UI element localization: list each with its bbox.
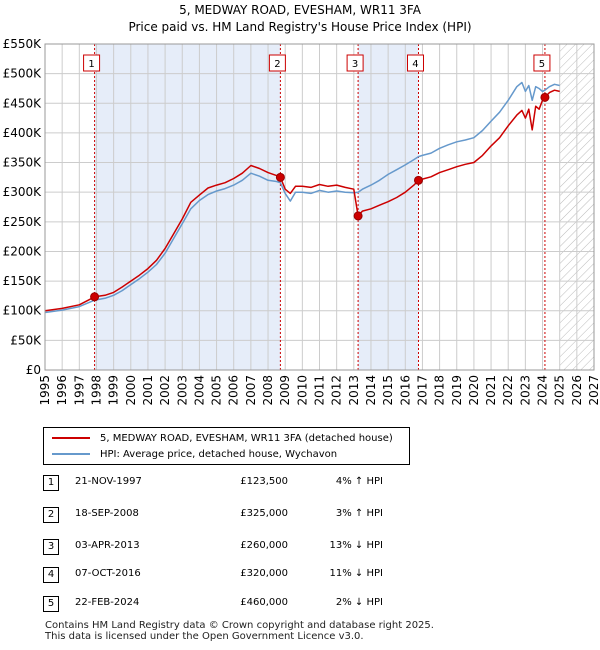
x-tick-label: 2026 [570,375,584,406]
x-tick-label: 2008 [261,375,275,406]
sale-label-box [533,54,551,72]
y-tick-label: £0 [26,363,41,377]
sale-date: 18-SEP-2008 [75,508,139,519]
sale-label-text: 4 [412,59,418,70]
sale-label-text: 2 [274,59,280,70]
y-tick-label: £250K [3,215,43,229]
sale-label-text: 1 [88,59,94,70]
sale-point [413,175,423,185]
sale-hpi-diff: 13% ↓ HPI [329,540,383,551]
sale-price: £260,000 [240,540,288,551]
x-tick-label: 2009 [278,375,292,406]
sale-label-box [346,54,364,72]
x-tick-label: 2019 [450,375,464,406]
x-tick-label: 2014 [364,375,378,406]
sale-point [353,211,363,221]
x-tick-label: 2018 [433,375,447,406]
sale-hpi-diff: 2% ↓ HPI [335,597,383,608]
x-tick-label: 2021 [484,375,498,406]
sale-hpi-diff: 11% ↓ HPI [329,568,383,579]
legend-label-property: 5, MEDWAY ROAD, EVESHAM, WR11 3FA (detac… [100,432,393,444]
x-tick-label: 2003 [175,375,189,406]
x-tick-label: 2013 [347,375,361,406]
hpi-series-line [44,81,560,314]
x-tick-label: 2006 [227,375,241,406]
x-tick-label: 2002 [158,375,172,406]
plot-border [44,43,595,371]
footer-license: This data is licensed under the Open Gov… [45,631,364,642]
sale-point [275,172,285,182]
price-chart: 1 2 3 4 5 £0 £50K £100K £150K £200K £250K £300K £350… [3,37,600,406]
x-tick-label: 2023 [518,375,532,406]
sale-hpi-diff: 3% ↑ HPI [335,508,383,519]
sale-label-box [406,54,424,72]
sale-price: £123,500 [240,476,288,487]
y-tick-label: £350K [3,156,43,170]
legend-item-property: 5, MEDWAY ROAD, EVESHAM, WR11 3FA (detac… [52,431,393,445]
x-tick-label: 2025 [553,375,567,406]
sale-marker-label: 2 [43,507,59,523]
x-tick-label: 1995 [38,375,52,406]
y-tick-label: £300K [3,185,43,199]
x-tick-label: 2010 [295,375,309,406]
legend-item-hpi: HPI: Average price, detached house, Wych… [52,447,337,461]
y-tick-label: £550K [3,37,43,51]
x-tick-label: 1997 [72,375,86,406]
x-tick-label: 2017 [415,375,429,406]
sale-label-text: 3 [352,59,358,70]
x-tick-label: 2012 [330,375,344,406]
x-tick-label: 2004 [192,375,206,406]
y-tick-label: £500K [3,67,43,81]
sale-point [540,92,550,102]
x-tick-label: 2000 [124,375,138,406]
x-tick-label: 2020 [467,375,481,406]
y-tick-label: £400K [3,126,43,140]
y-tick-label: £450K [3,96,43,110]
shaded-band [94,44,281,370]
x-tick-label: 2011 [313,375,327,406]
sale-marker-label: 1 [43,475,59,491]
x-tick-label: 2005 [210,375,224,406]
legend: 5, MEDWAY ROAD, EVESHAM, WR11 3FA (detac… [43,427,410,465]
legend-swatch-property [52,437,90,439]
x-tick-label: 2024 [536,375,550,406]
x-tick-label: 1998 [89,375,103,406]
x-tick-label: 2022 [501,375,515,406]
property-series-line [44,89,560,312]
y-tick-label: £50K [10,333,42,347]
sale-price: £460,000 [240,597,288,608]
sale-price: £320,000 [240,568,288,579]
legend-swatch-hpi [52,453,90,455]
sale-marker-label: 4 [43,567,59,583]
sale-date: 22-FEB-2024 [75,597,140,608]
sale-marker-label: 3 [43,539,59,555]
sale-hpi-diff: 4% ↑ HPI [335,476,383,487]
sale-date: 07-OCT-2016 [75,568,141,579]
legend-label-hpi: HPI: Average price, detached house, Wych… [100,448,338,460]
sale-marker-label: 5 [43,596,59,612]
x-tick-label: 2007 [244,375,258,406]
chart-subtitle: Price paid vs. HM Land Registry's House … [128,20,472,34]
sale-date: 21-NOV-1997 [75,476,142,487]
x-tick-label: 2015 [381,375,395,406]
sale-label-box [268,54,286,72]
y-tick-label: £100K [3,304,43,318]
y-tick-label: £150K [3,274,43,288]
x-tick-label: 1996 [55,375,69,406]
x-tick-label: 2016 [398,375,412,406]
x-tick-label: 2001 [141,375,155,406]
sale-label-text: 5 [539,59,545,70]
sale-point [90,292,100,302]
sale-date: 03-APR-2013 [75,540,140,551]
sale-price: £325,000 [240,508,288,519]
x-tick-label: 2027 [587,375,600,406]
footer-attribution: Contains HM Land Registry data © Crown c… [45,620,434,642]
sale-label-box [83,54,101,72]
footer-copyright: Contains HM Land Registry data © Crown c… [45,620,434,631]
y-tick-label: £200K [3,244,43,258]
x-tick-label: 1999 [107,375,121,406]
chart-title: 5, MEDWAY ROAD, EVESHAM, WR11 3FA [179,3,421,17]
